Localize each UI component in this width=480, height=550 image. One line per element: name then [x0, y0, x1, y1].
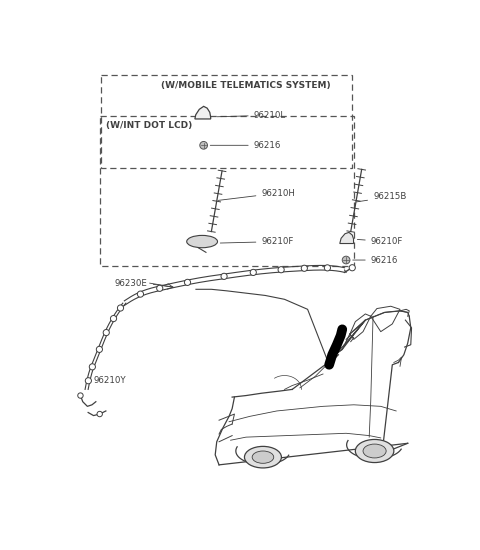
Circle shape [97, 411, 102, 417]
Text: (W/MOBILE TELEMATICS SYSTEM): (W/MOBILE TELEMATICS SYSTEM) [161, 81, 331, 90]
Circle shape [156, 285, 163, 292]
Ellipse shape [187, 235, 217, 248]
Text: 96230E: 96230E [115, 279, 147, 288]
Bar [100, 116, 354, 266]
Circle shape [118, 305, 123, 311]
Text: (W/INT DOT LCD): (W/INT DOT LCD) [106, 122, 192, 130]
Circle shape [301, 265, 307, 271]
Text: 96210L: 96210L [217, 111, 286, 120]
Circle shape [221, 273, 227, 279]
Circle shape [89, 364, 96, 370]
Polygon shape [340, 233, 354, 244]
Text: 96210F: 96210F [357, 237, 403, 246]
Text: 96210F: 96210F [220, 237, 294, 246]
Circle shape [200, 141, 207, 149]
Circle shape [78, 393, 83, 398]
Circle shape [110, 316, 117, 322]
Bar [101, 75, 352, 168]
Circle shape [324, 265, 331, 271]
Ellipse shape [355, 439, 394, 463]
Text: 96216: 96216 [210, 141, 281, 150]
Circle shape [342, 256, 350, 264]
Circle shape [96, 346, 102, 353]
Ellipse shape [363, 444, 386, 458]
Circle shape [103, 329, 109, 336]
Circle shape [137, 291, 144, 297]
Text: 96210Y: 96210Y [94, 376, 126, 384]
Circle shape [278, 267, 284, 273]
Circle shape [184, 279, 191, 285]
Text: 96210H: 96210H [218, 189, 295, 200]
Text: 96215B: 96215B [357, 192, 407, 202]
Circle shape [349, 265, 355, 271]
Ellipse shape [244, 447, 281, 468]
Ellipse shape [252, 451, 274, 463]
Circle shape [85, 378, 92, 384]
Circle shape [250, 270, 256, 276]
Text: 96216: 96216 [353, 256, 398, 265]
Polygon shape [195, 106, 211, 119]
